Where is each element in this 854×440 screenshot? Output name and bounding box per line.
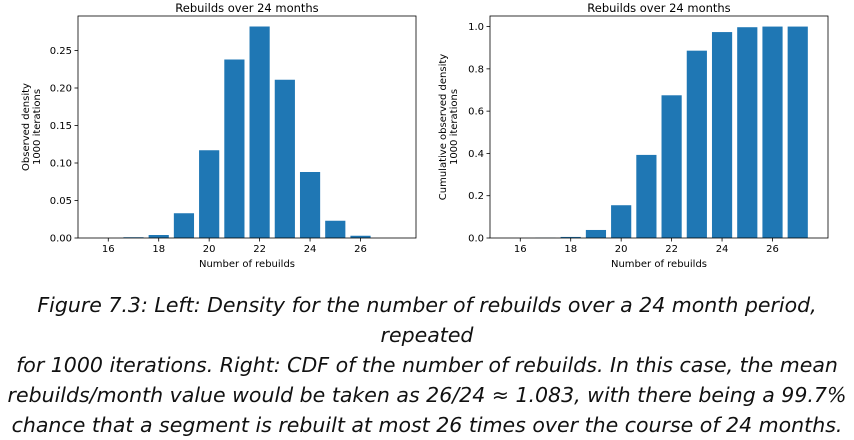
x-tick-label: 18 [564, 244, 577, 255]
x-tick-label: 20 [203, 244, 216, 255]
chart-title: Rebuilds over 24 months [587, 1, 730, 15]
x-tick-label: 24 [304, 244, 317, 255]
density-chart: 16 18 20 22 24 26 0.00 0.05 0.10 0.15 0.20 0.25 Rebu… [21, 1, 416, 270]
y-tick-label: 0.4 [468, 149, 484, 160]
y-tick-label: 0.6 [468, 107, 484, 118]
bar [174, 213, 194, 238]
bar [250, 27, 270, 239]
bar [762, 27, 782, 238]
y-tick-label: 0.0 [468, 234, 484, 245]
cdf-chart: 16 18 20 22 24 26 0.0 0.2 0.4 0.6 0.8 1.0 Rebuilds o… [438, 1, 828, 270]
y-tick-label: 1.0 [468, 22, 484, 33]
x-axis-label: Number of rebuilds [199, 259, 295, 270]
y-axis-label: 1000 iterations [32, 89, 43, 165]
bar [687, 51, 707, 238]
bar [149, 235, 169, 238]
x-tick-label: 26 [354, 244, 367, 255]
bar [586, 230, 606, 238]
caption-line: Figure 7.3: Left: Density for the number… [0, 290, 854, 350]
bar [300, 172, 320, 238]
y-axis-label: Cumulative observed density [438, 54, 449, 201]
y-tick-label: 0.15 [50, 121, 72, 132]
y-tick-label: 0.00 [50, 234, 72, 245]
y-axis-label: Observed density [21, 83, 32, 171]
plot-frame [78, 16, 416, 238]
caption-line: for 1000 iterations. Right: CDF of the n… [0, 350, 854, 380]
caption-line: chance that a segment is rebuilt at most… [0, 410, 854, 440]
x-tick-label: 26 [766, 244, 779, 255]
y-axis-label: 1000 iterations [449, 89, 460, 165]
y-tick-label: 0.20 [50, 84, 72, 95]
bar [224, 60, 244, 239]
bar [325, 221, 345, 238]
x-tick-label: 24 [716, 244, 729, 255]
figure-charts: 16 18 20 22 24 26 0.00 0.05 0.10 0.15 0.20 0.25 Rebu… [0, 0, 854, 290]
bar [611, 205, 631, 238]
bar [712, 32, 732, 238]
caption-line: rebuilds/month value would be taken as 2… [0, 380, 854, 410]
bar [636, 155, 656, 238]
bar [275, 80, 295, 238]
bar [737, 27, 757, 238]
y-tick-label: 0.05 [50, 196, 72, 207]
bar [788, 27, 808, 238]
y-tick-label: 0.25 [50, 46, 72, 57]
y-tick-label: 0.2 [468, 191, 484, 202]
x-axis-label: Number of rebuilds [611, 259, 707, 270]
x-tick-label: 16 [514, 244, 527, 255]
chart-title: Rebuilds over 24 months [175, 1, 318, 15]
x-tick-label: 20 [615, 244, 628, 255]
bar [199, 150, 219, 238]
x-tick-label: 22 [665, 244, 678, 255]
bar [662, 95, 682, 238]
x-tick-label: 18 [152, 244, 165, 255]
y-tick-label: 0.8 [468, 64, 484, 75]
x-tick-label: 22 [253, 244, 266, 255]
y-tick-label: 0.10 [50, 159, 72, 170]
x-tick-label: 16 [102, 244, 115, 255]
figure-caption: Figure 7.3: Left: Density for the number… [0, 290, 854, 440]
